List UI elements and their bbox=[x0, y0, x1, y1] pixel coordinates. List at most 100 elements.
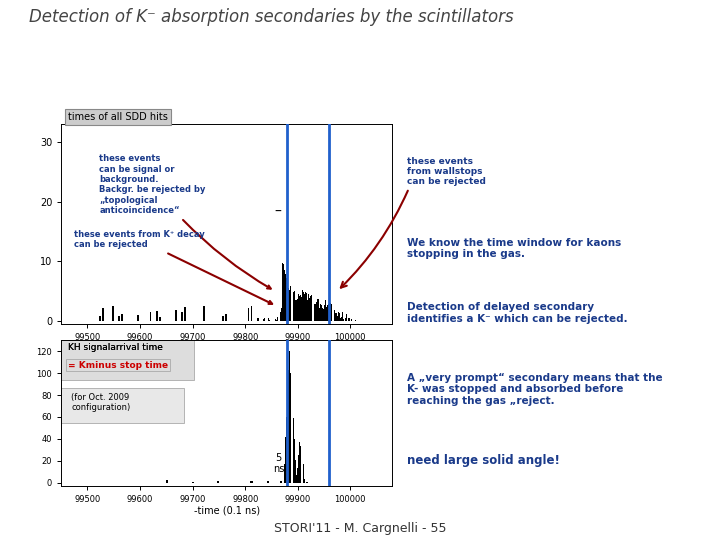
Bar bbox=[287, 394, 288, 483]
Bar bbox=[283, 264, 284, 321]
Bar bbox=[297, 468, 298, 483]
Bar bbox=[269, 320, 271, 321]
Bar bbox=[301, 296, 302, 321]
Bar bbox=[184, 307, 186, 321]
Bar bbox=[225, 314, 227, 321]
Bar bbox=[312, 301, 313, 321]
Text: need large solid angle!: need large solid angle! bbox=[407, 454, 559, 467]
Bar bbox=[323, 309, 324, 321]
Text: = Kminus stop time: = Kminus stop time bbox=[68, 361, 168, 369]
Text: these events from K⁺ decay
can be rejected: these events from K⁺ decay can be reject… bbox=[74, 230, 272, 304]
Bar bbox=[355, 320, 356, 321]
Bar bbox=[112, 307, 114, 321]
Bar bbox=[307, 300, 308, 321]
Bar bbox=[118, 316, 120, 321]
Bar bbox=[292, 292, 294, 321]
Text: these events
from wallstops
can be rejected: these events from wallstops can be rejec… bbox=[407, 157, 486, 186]
Bar bbox=[333, 310, 335, 321]
Bar bbox=[217, 481, 219, 483]
Text: KH signalarrival time: KH signalarrival time bbox=[68, 343, 163, 352]
Bar bbox=[330, 303, 331, 321]
Bar bbox=[341, 317, 342, 321]
Bar bbox=[321, 306, 322, 321]
Bar bbox=[302, 290, 303, 321]
Bar bbox=[303, 292, 304, 321]
Bar bbox=[342, 312, 343, 321]
Text: Detection of delayed secondary
identifies a K⁻ which can be rejected.: Detection of delayed secondary identifie… bbox=[407, 302, 627, 324]
Bar bbox=[257, 318, 258, 321]
Bar bbox=[318, 299, 319, 321]
Bar bbox=[99, 316, 101, 321]
Bar bbox=[305, 292, 306, 321]
Bar bbox=[351, 319, 352, 321]
Text: A „very prompt“ secondary means that the
K- was stopped and absorbed before
reac: A „very prompt“ secondary means that the… bbox=[407, 373, 662, 406]
Bar bbox=[319, 308, 320, 321]
Bar bbox=[251, 481, 253, 483]
Bar bbox=[280, 313, 281, 321]
Bar bbox=[325, 300, 326, 321]
Bar bbox=[294, 460, 296, 483]
Bar bbox=[282, 262, 283, 321]
Bar bbox=[340, 319, 341, 321]
Bar bbox=[204, 307, 205, 321]
Bar bbox=[339, 314, 340, 321]
FancyBboxPatch shape bbox=[61, 339, 194, 380]
Bar bbox=[348, 318, 349, 321]
Bar bbox=[337, 316, 338, 321]
FancyBboxPatch shape bbox=[61, 388, 184, 423]
Bar bbox=[298, 455, 300, 483]
Bar bbox=[306, 293, 307, 321]
Bar bbox=[300, 295, 301, 321]
Text: Detection of K⁻ absorption secondaries by the scintillators: Detection of K⁻ absorption secondaries b… bbox=[29, 8, 513, 26]
Bar bbox=[281, 308, 282, 321]
Bar bbox=[287, 286, 288, 321]
Bar bbox=[166, 480, 168, 483]
X-axis label: -time (0.1 ns): -time (0.1 ns) bbox=[194, 343, 260, 353]
Bar bbox=[308, 294, 310, 321]
Bar bbox=[299, 296, 300, 321]
Bar bbox=[181, 312, 183, 321]
Bar bbox=[285, 274, 286, 321]
Bar bbox=[289, 351, 290, 483]
Bar bbox=[328, 305, 329, 321]
Bar bbox=[322, 308, 323, 321]
Bar bbox=[175, 310, 176, 321]
Bar bbox=[329, 308, 330, 321]
Bar bbox=[292, 418, 294, 483]
Bar bbox=[122, 314, 123, 321]
Bar bbox=[345, 318, 346, 321]
Bar bbox=[320, 304, 321, 321]
Bar bbox=[264, 319, 265, 321]
Bar bbox=[159, 318, 161, 321]
Bar bbox=[346, 314, 347, 321]
Bar bbox=[304, 479, 305, 483]
Text: times of all SDD hits: times of all SDD hits bbox=[68, 112, 168, 122]
Bar bbox=[343, 319, 344, 321]
Bar bbox=[284, 463, 285, 483]
Bar bbox=[349, 318, 351, 321]
Bar bbox=[314, 304, 315, 321]
Bar bbox=[335, 313, 336, 321]
Text: KH signalarrival time: KH signalarrival time bbox=[68, 343, 163, 352]
Bar bbox=[300, 480, 301, 483]
Bar bbox=[192, 482, 194, 483]
Text: –: – bbox=[274, 205, 282, 219]
Bar bbox=[306, 482, 307, 483]
Text: We know the time window for kaons
stopping in the gas.: We know the time window for kaons stoppi… bbox=[407, 238, 621, 259]
Bar bbox=[290, 373, 292, 483]
Text: these events
can be signal or
background.
Backgr. be rejected by
„topological
an: these events can be signal or background… bbox=[99, 154, 271, 289]
Bar bbox=[317, 299, 318, 321]
Bar bbox=[275, 319, 276, 321]
Bar bbox=[267, 481, 269, 483]
Bar bbox=[296, 481, 297, 483]
Bar bbox=[331, 304, 333, 321]
Bar bbox=[290, 286, 292, 321]
Bar bbox=[138, 315, 139, 321]
Bar bbox=[300, 446, 302, 483]
Bar bbox=[289, 289, 290, 321]
Bar bbox=[248, 308, 249, 321]
Bar bbox=[298, 294, 299, 321]
Bar bbox=[296, 300, 297, 321]
Text: (for Oct. 2009
configuration): (for Oct. 2009 configuration) bbox=[71, 393, 130, 412]
Bar bbox=[302, 464, 304, 483]
